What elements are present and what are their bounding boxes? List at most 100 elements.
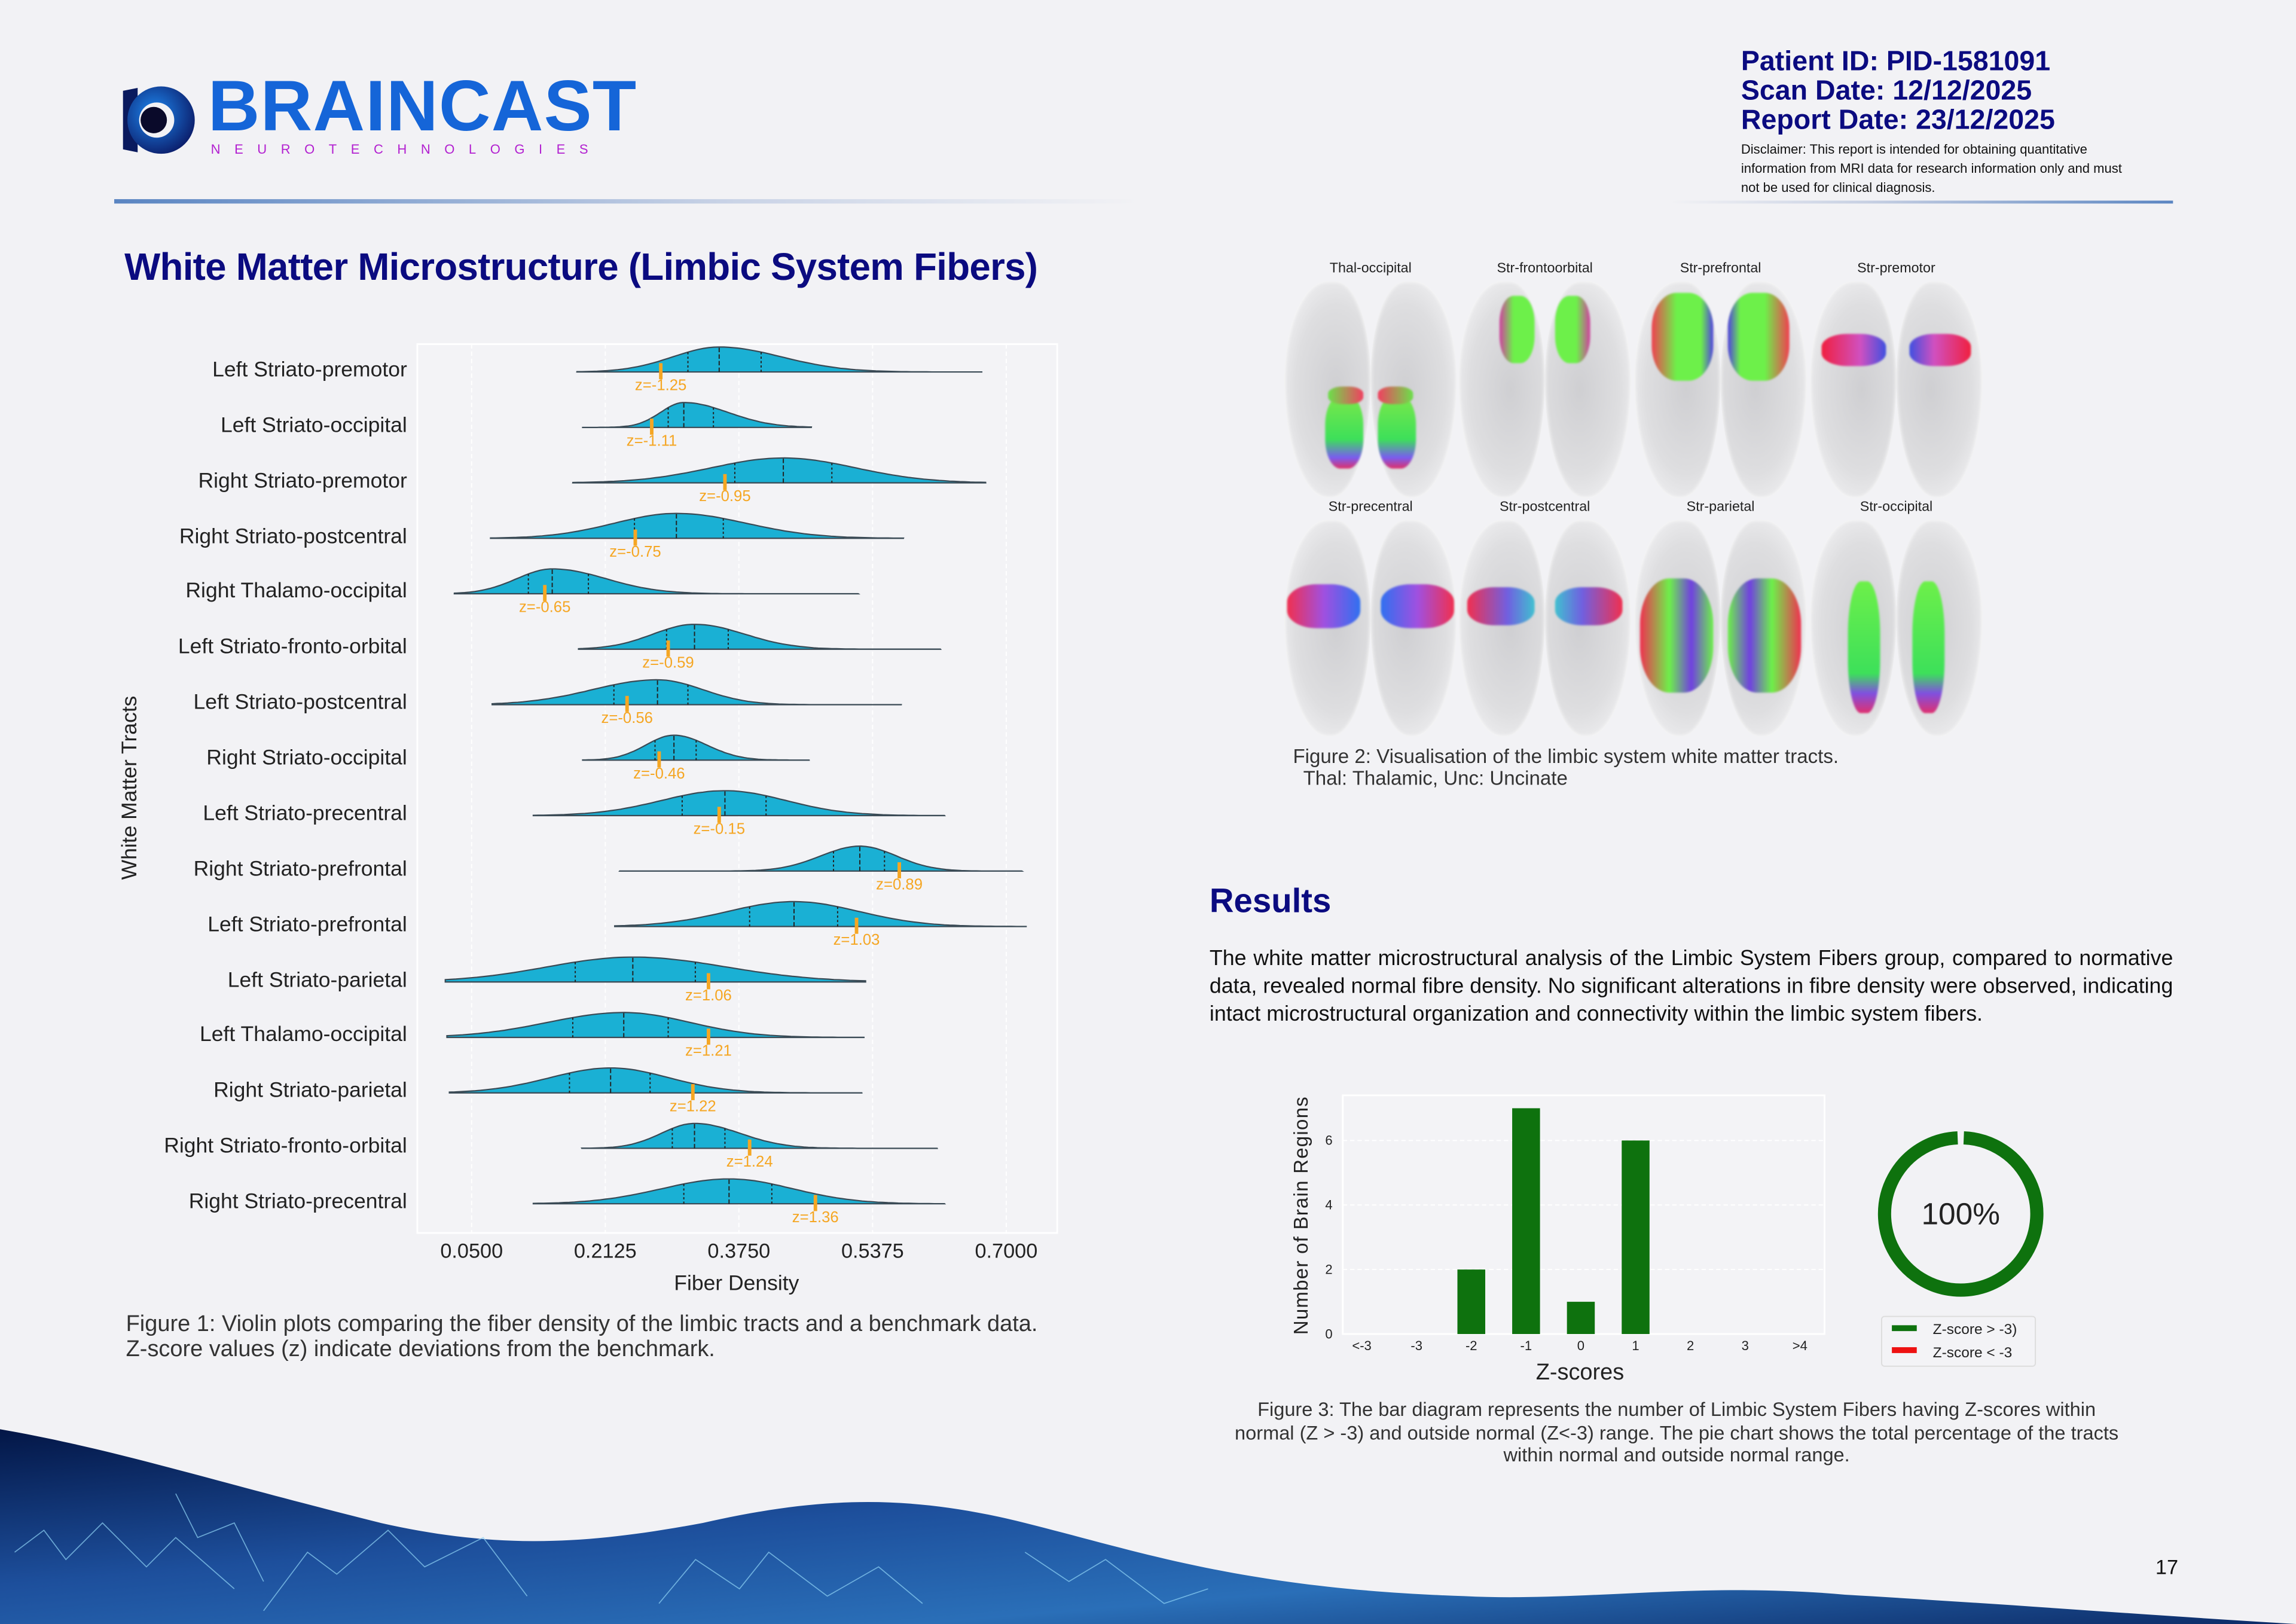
- violin-tract-label: Left Striato-precentral: [203, 802, 407, 826]
- bar-x-tick-label: -1: [1521, 1338, 1532, 1353]
- violin-body: [491, 679, 902, 706]
- patient-marker: [747, 1139, 752, 1156]
- violin-tract-label: Left Striato-postcentral: [193, 691, 407, 715]
- violin-tract-label: Right Striato-fronto-orbital: [164, 1135, 407, 1159]
- bar-x-tick-label: -2: [1465, 1338, 1477, 1353]
- figure3-caption: Figure 3: The bar diagram represents the…: [1235, 1398, 2119, 1466]
- brain-tract-image: [1458, 281, 1632, 498]
- patient-marker: [706, 1028, 710, 1045]
- legend-label-abnormal: Z-score < -3: [1933, 1345, 2013, 1361]
- violin-body: [532, 790, 947, 817]
- patient-marker: [691, 1084, 695, 1100]
- bar-x-tick-label: 0: [1577, 1338, 1584, 1353]
- bar-x-tick-label: 2: [1687, 1338, 1694, 1353]
- z-score-label: z=-0.65: [519, 599, 570, 616]
- tract-image-label: Str-prefrontal: [1680, 260, 1761, 277]
- violin: z=-0.95: [572, 457, 987, 505]
- z-score-label: z=-0.46: [633, 765, 685, 782]
- violin-tract-label: Right Striato-parietal: [213, 1079, 407, 1103]
- patient-marker: [543, 585, 547, 602]
- z-score-label: z=1.03: [833, 932, 880, 948]
- page-number: 17: [2155, 1555, 2179, 1579]
- braincast-logo-icon: [123, 86, 195, 154]
- violin-body: [448, 1067, 863, 1094]
- bar-y-tick-label: 6: [1325, 1133, 1332, 1148]
- violin: z=1.06: [444, 956, 866, 1004]
- brand-subtitle: NEUROTECHNOLOGIES: [210, 142, 603, 157]
- normal-percentage-donut: 100%: [1877, 1131, 2044, 1297]
- z-score-label: z=-0.15: [694, 821, 745, 838]
- z-score-label: z=1.06: [685, 987, 732, 1004]
- violin-body: [582, 734, 810, 761]
- z-score-label: z=1.24: [726, 1153, 773, 1170]
- figure2-caption-line2: Thal: Thalamic, Unc: Uncinate: [1303, 767, 1568, 790]
- violin-tract-label: Left Striato-prefrontal: [207, 913, 407, 937]
- violin-body: [581, 1122, 938, 1149]
- violin-y-axis-label: White Matter Tracts: [117, 696, 141, 880]
- violin-tract-label: Right Striato-prefrontal: [193, 857, 407, 881]
- z-score-label: z=-1.25: [635, 377, 686, 394]
- brain-tract-image: [1458, 520, 1632, 737]
- results-title: Results: [1209, 881, 1332, 920]
- bar-x-tick-label: <-3: [1352, 1338, 1371, 1353]
- violin-x-tick-label: 0.3750: [707, 1240, 770, 1263]
- violin-tract-label: Left Striato-premotor: [212, 359, 407, 383]
- bar-y-tick-label: 2: [1325, 1262, 1332, 1277]
- violin: z=-0.59: [578, 624, 942, 671]
- bar-x-tick-label: -3: [1410, 1338, 1422, 1353]
- fiber-tract: [1555, 295, 1590, 364]
- fiber-tract: [1325, 395, 1364, 469]
- violin-body: [582, 402, 813, 428]
- patient-marker: [717, 807, 721, 823]
- bar-x-tick-label: >4: [1793, 1338, 1808, 1353]
- brand-name: BRAINCAST: [207, 67, 637, 146]
- bar: [1512, 1108, 1540, 1335]
- z-score-label: z=-0.95: [699, 488, 750, 505]
- disclaimer: Disclaimer: This report is intended for …: [1741, 142, 2122, 196]
- violin: z=1.24: [581, 1122, 938, 1170]
- donut-legend: Z-score > -3) Z-score < -3: [1880, 1315, 2037, 1367]
- fiber-tract: [1328, 386, 1364, 404]
- bar-plot-area: [1342, 1094, 1825, 1335]
- results-text: The white matter microstructural analysi…: [1209, 947, 2173, 1027]
- bar-x-tick-label: 1: [1632, 1338, 1639, 1353]
- header-divider-right: [1669, 200, 2173, 204]
- z-score-label: z=1.22: [670, 1098, 716, 1115]
- tract-image-label: Str-precentral: [1328, 499, 1413, 516]
- violin-body: [490, 512, 905, 539]
- violin-body: [613, 900, 1027, 927]
- violin-x-tick-label: 0.2125: [574, 1240, 637, 1263]
- fiber-tract: [1821, 334, 1886, 367]
- violin-x-tick-label: 0.0500: [440, 1240, 503, 1263]
- violin: z=-0.65: [453, 568, 861, 616]
- violin-body: [453, 568, 861, 595]
- bar-x-tick-label: 3: [1742, 1338, 1749, 1353]
- violin-body: [572, 457, 987, 484]
- violin: z=-1.11: [582, 402, 813, 449]
- brain-tract-image: [1284, 281, 1457, 498]
- patient-marker: [659, 363, 663, 380]
- violin-tract-label: Right Striato-occipital: [206, 747, 407, 771]
- violin: z=-1.25: [576, 346, 983, 394]
- report-date: Report Date: 23/12/2025: [1741, 105, 2055, 136]
- violin: z=1.22: [448, 1067, 863, 1115]
- violin-tract-label: Right Striato-premotor: [198, 469, 407, 493]
- violin-tract-label: Left Striato-parietal: [227, 969, 407, 993]
- fiber-tract: [1499, 295, 1535, 364]
- patient-marker: [666, 640, 670, 657]
- fiber-tract: [1651, 292, 1714, 381]
- fiber-tract: [1909, 334, 1971, 367]
- violin: z=-0.15: [532, 790, 947, 838]
- fiber-tract: [1727, 578, 1802, 693]
- tract-image-label: Str-postcentral: [1500, 499, 1590, 516]
- patient-marker: [897, 862, 902, 878]
- violin-x-tick-label: 0.5375: [841, 1240, 904, 1263]
- z-score-label: z=0.89: [876, 876, 923, 893]
- violin-body: [444, 956, 866, 983]
- brain-tract-image: [1634, 520, 1808, 737]
- fiber-tract: [1378, 395, 1416, 469]
- violin-tract-label: Left Striato-fronto-orbital: [178, 636, 407, 660]
